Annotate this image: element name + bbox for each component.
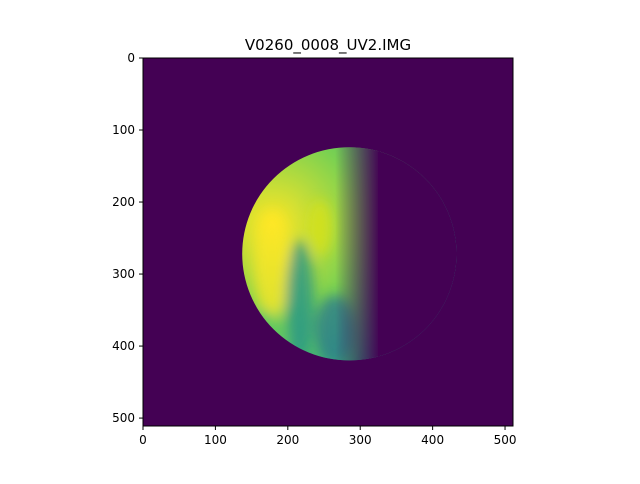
y-axis-ticks: 0 100 200 300 400 500 (112, 51, 143, 425)
cloud-band-bright (254, 210, 290, 320)
x-tick-label: 500 (494, 433, 517, 447)
y-tick-label: 0 (127, 51, 135, 65)
x-axis-ticks: 0 100 200 300 400 500 (139, 426, 516, 447)
x-tick-label: 200 (276, 433, 299, 447)
terminator-fade (335, 147, 380, 361)
chart-title: V0260_0008_UV2.IMG (245, 36, 411, 55)
cloud-band-dark (286, 240, 314, 360)
image-area (143, 58, 513, 426)
y-tick-label: 500 (112, 411, 135, 425)
y-tick-label: 400 (112, 339, 135, 353)
y-tick-label: 100 (112, 123, 135, 137)
x-tick-label: 100 (204, 433, 227, 447)
x-tick-label: 0 (139, 433, 147, 447)
x-tick-label: 400 (421, 433, 444, 447)
y-tick-label: 200 (112, 195, 135, 209)
y-tick-label: 300 (112, 267, 135, 281)
axes-frame (142, 57, 514, 427)
cloud-band-bright (308, 200, 332, 256)
x-tick-label: 300 (349, 433, 372, 447)
